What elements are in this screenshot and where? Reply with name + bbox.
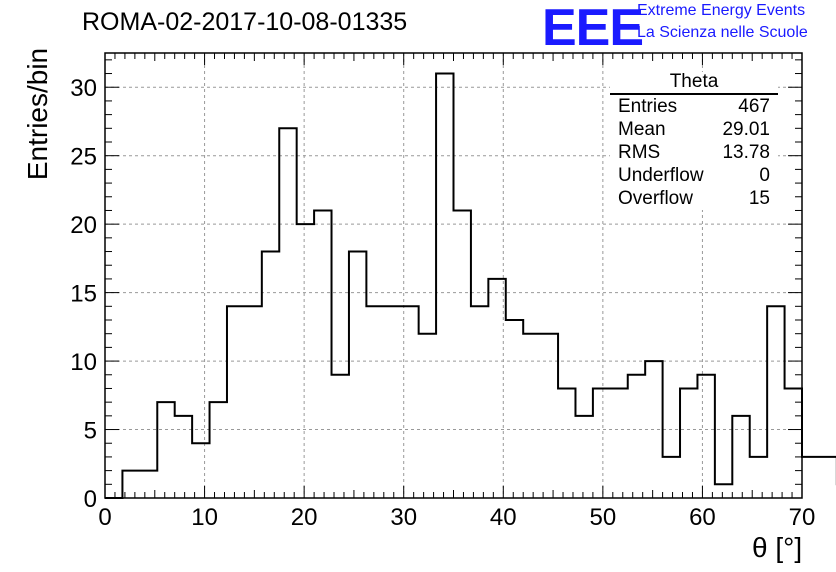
- stats-value: 0: [759, 165, 770, 186]
- y-tick-label: 0: [84, 486, 97, 513]
- stats-row-underflow: Underflow 0: [610, 164, 778, 187]
- tick-labels: 0 10 20 30 40 50 60 70 0 5 10 15 20 25 30: [70, 75, 815, 531]
- axis-ticks: [104, 53, 803, 499]
- stats-label: Mean: [618, 119, 666, 140]
- stats-label: Overflow: [618, 188, 693, 209]
- chart-title: ROMA-02-2017-10-08-01335: [82, 8, 408, 36]
- stats-title: Theta: [610, 72, 778, 95]
- logo-subtitle-2: La Scienza nelle Scuole: [637, 24, 808, 41]
- x-tick-label: 10: [191, 504, 218, 531]
- y-axis-label: Entries/bin: [22, 47, 53, 181]
- x-tick-label: 40: [490, 504, 517, 531]
- y-tick-label: 30: [70, 75, 97, 102]
- grid-lines: [105, 53, 802, 498]
- stats-row-entries: Entries 467: [610, 95, 778, 118]
- stats-label: Underflow: [618, 165, 704, 186]
- y-tick-label: 10: [70, 349, 97, 376]
- x-axis-label: θ [°]: [752, 532, 803, 563]
- y-tick-label: 5: [84, 418, 97, 445]
- stats-value: 15: [748, 188, 770, 209]
- x-tick-label: 30: [390, 504, 417, 531]
- stats-row-overflow: Overflow 15: [610, 187, 778, 210]
- logo-subtitle-1: Extreme Energy Events: [637, 2, 806, 19]
- x-tick-label: 20: [291, 504, 318, 531]
- stats-value: 13.78: [722, 142, 770, 163]
- histogram-line: [105, 72, 836, 499]
- stats-row-mean: Mean 29.01: [610, 118, 778, 141]
- stats-label: Entries: [618, 96, 678, 117]
- y-tick-label: 20: [70, 212, 97, 239]
- y-tick-label: 15: [70, 281, 97, 308]
- x-tick-label: 0: [98, 504, 111, 531]
- x-tick-label: 70: [789, 504, 816, 531]
- stats-row-rms: RMS 13.78: [610, 141, 778, 164]
- x-tick-label: 60: [689, 504, 716, 531]
- stats-value: 29.01: [722, 119, 770, 140]
- x-tick-label: 50: [590, 504, 617, 531]
- stats-label: RMS: [618, 142, 661, 163]
- stats-value: 467: [738, 96, 770, 117]
- eee-logo: EEE: [542, 0, 644, 57]
- y-tick-label: 25: [70, 144, 97, 171]
- stats-box: Theta Entries 467 Mean 29.01 RMS 13.78 Unde…: [610, 72, 778, 210]
